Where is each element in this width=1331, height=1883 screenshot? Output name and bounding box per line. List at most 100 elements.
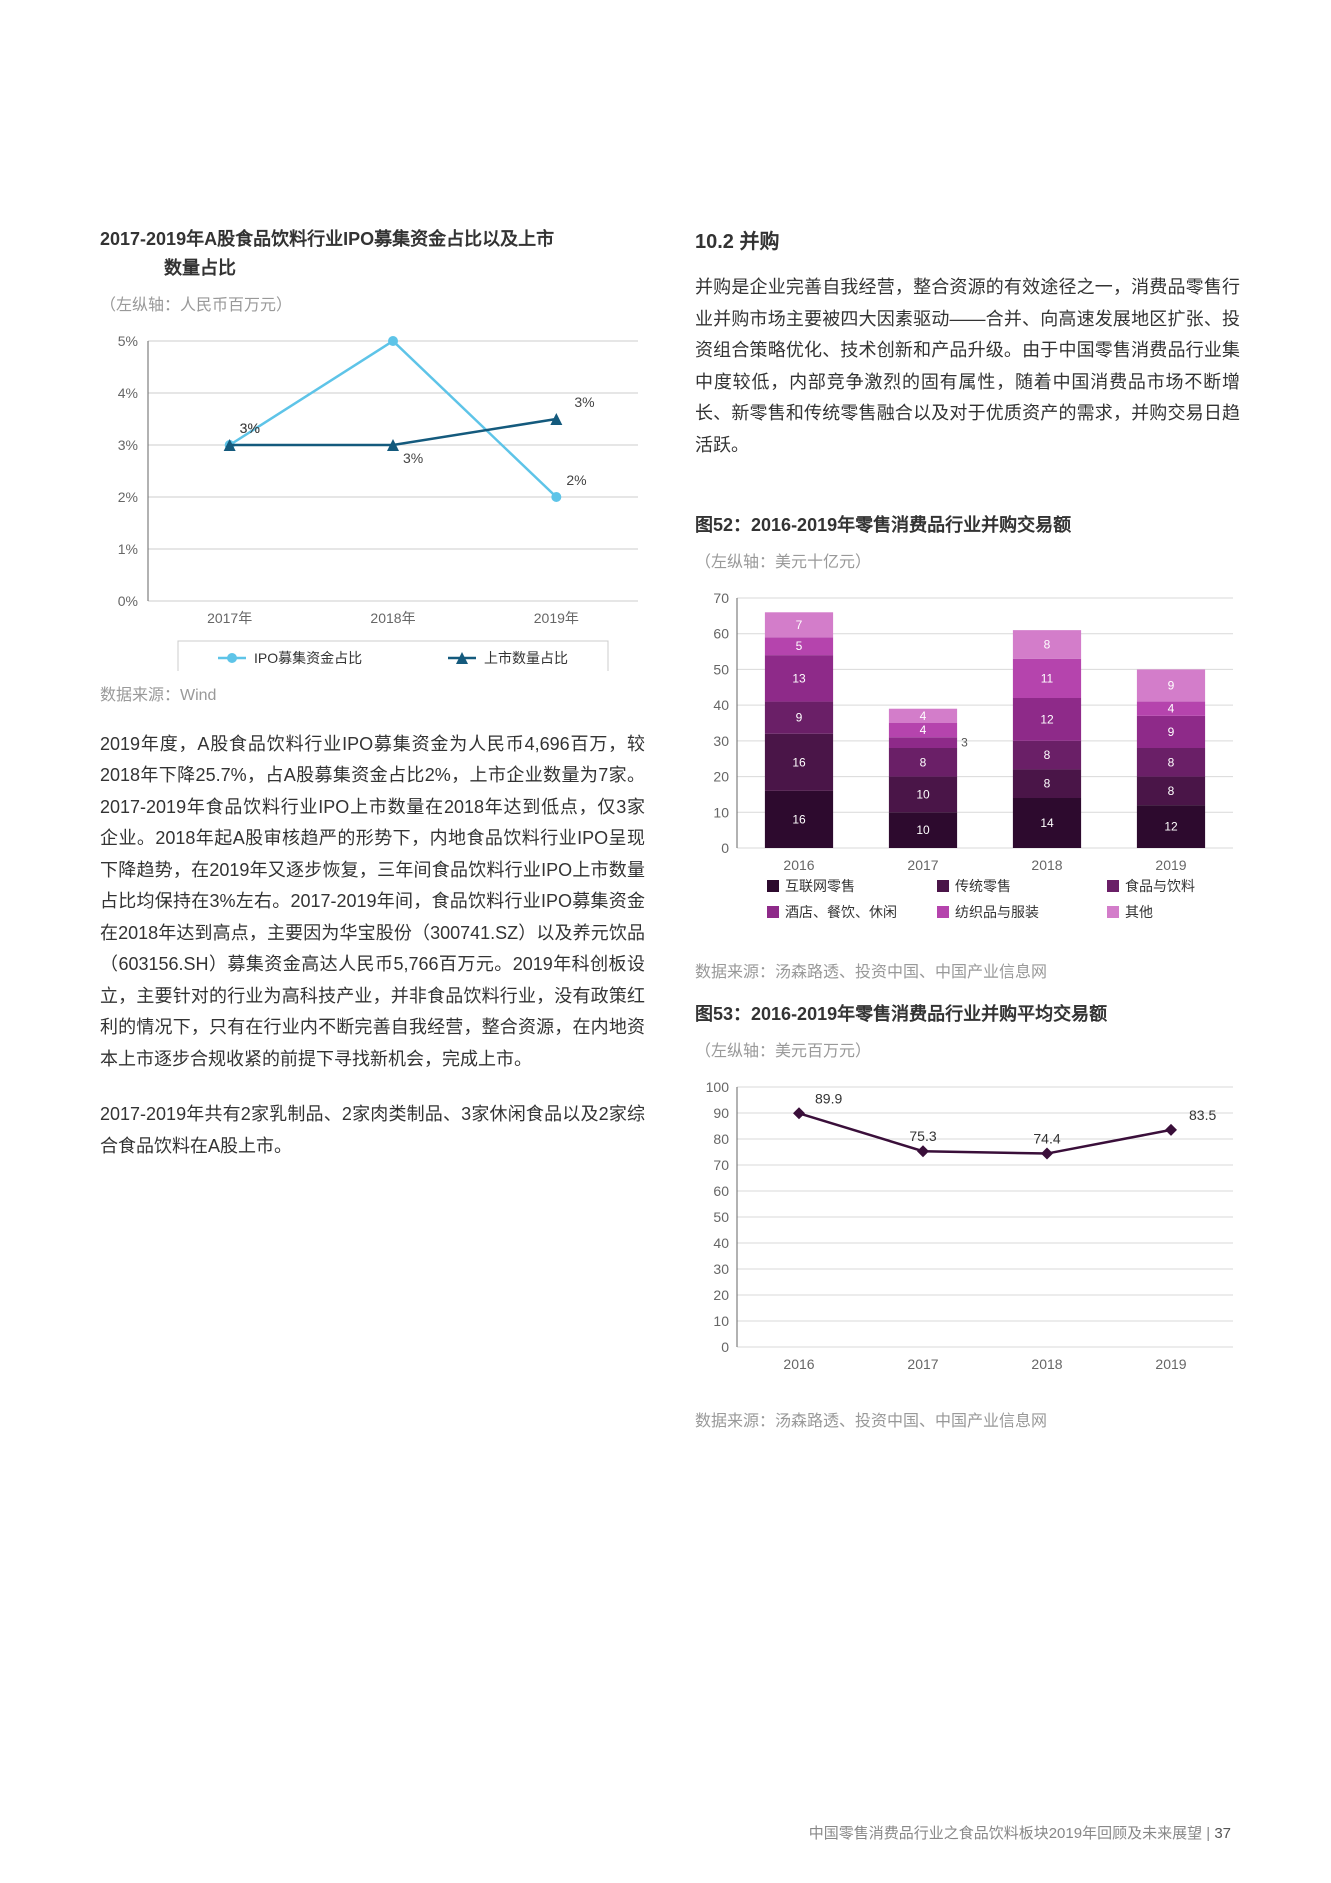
svg-text:12: 12 [1164, 819, 1178, 833]
line-chart-51: 0%1%2%3%4%5%2017年2018年2019年3%5%2%3%3%3%I… [100, 331, 645, 671]
svg-text:2%: 2% [118, 489, 138, 505]
svg-text:12: 12 [1040, 712, 1054, 726]
svg-text:80: 80 [713, 1131, 729, 1147]
figure-51-chart: 0%1%2%3%4%5%2017年2018年2019年3%5%2%3%3%3%I… [100, 331, 645, 671]
svg-text:4%: 4% [118, 385, 138, 401]
figure-51-title-line2: 数量占比 [164, 254, 236, 283]
svg-text:10: 10 [713, 1313, 729, 1329]
svg-text:4: 4 [920, 709, 927, 723]
svg-text:传统零售: 传统零售 [955, 878, 1011, 894]
svg-text:7: 7 [796, 618, 803, 632]
svg-text:10: 10 [916, 823, 930, 837]
figure-51-title-line1: 2017-2019年A股食品饮料行业IPO募集资金占比以及上市 [100, 229, 554, 249]
svg-text:2017年: 2017年 [207, 610, 252, 626]
svg-text:纺织品与服装: 纺织品与服装 [955, 904, 1039, 920]
svg-text:5: 5 [796, 639, 803, 653]
svg-text:2%: 2% [566, 472, 586, 488]
left-paragraph-2: 2017-2019年共有2家乳制品、2家肉类制品、3家休闲食品以及2家综合食品饮… [100, 1099, 645, 1162]
svg-text:74.4: 74.4 [1033, 1130, 1060, 1146]
svg-text:8: 8 [1168, 784, 1175, 798]
svg-text:8: 8 [1044, 637, 1051, 651]
figure-51-source: 数据来源：Wind [100, 681, 645, 705]
svg-text:1%: 1% [118, 541, 138, 557]
svg-text:20: 20 [713, 1287, 729, 1303]
svg-text:4: 4 [1168, 702, 1175, 716]
svg-text:14: 14 [1040, 816, 1054, 830]
svg-text:食品与饮料: 食品与饮料 [1125, 878, 1195, 894]
line-chart-53: 0 10 20 30 40 50 60 70 80 90 100 2016 2017 2018 2019 89… [695, 1077, 1240, 1397]
svg-text:0: 0 [721, 1339, 729, 1355]
svg-text:其他: 其他 [1125, 904, 1153, 920]
svg-text:89.9: 89.9 [815, 1090, 842, 1106]
svg-text:酒店、餐饮、休闲: 酒店、餐饮、休闲 [785, 904, 897, 920]
svg-text:2017: 2017 [907, 857, 938, 873]
figure-51-title: 2017-2019年A股食品饮料行业IPO募集资金占比以及上市 数量占比 [100, 225, 645, 283]
left-paragraph-1: 2019年度，A股食品饮料行业IPO募集资金为人民币4,696百万，较2018年… [100, 729, 645, 1076]
svg-text:4: 4 [920, 723, 927, 737]
svg-text:2019: 2019 [1155, 857, 1186, 873]
svg-text:3%: 3% [403, 450, 423, 466]
figure-52-chart: 0102030405060702016161691357201710108344… [695, 588, 1240, 948]
figure-51: 2017-2019年A股食品饮料行业IPO募集资金占比以及上市 数量占比 （左纵… [100, 225, 645, 705]
svg-text:13: 13 [792, 671, 806, 685]
svg-text:2018: 2018 [1031, 857, 1062, 873]
svg-text:8: 8 [920, 755, 927, 769]
page-number: 37 [1214, 1825, 1231, 1842]
left-column: 2017-2019年A股食品饮料行业IPO募集资金占比以及上市 数量占比 （左纵… [100, 225, 645, 1431]
figure-51-axis-label: （左纵轴：人民币百万元） [100, 291, 645, 315]
svg-text:8: 8 [1168, 755, 1175, 769]
svg-text:90: 90 [713, 1105, 729, 1121]
svg-text:9: 9 [1168, 678, 1175, 692]
section-heading: 10.2 并购 [695, 225, 1240, 254]
svg-text:16: 16 [792, 812, 806, 826]
svg-text:60: 60 [713, 626, 729, 642]
svg-text:30: 30 [713, 733, 729, 749]
svg-text:上市数量占比: 上市数量占比 [484, 650, 568, 666]
svg-text:互联网零售: 互联网零售 [785, 878, 855, 894]
svg-text:2019年: 2019年 [534, 610, 579, 626]
svg-text:0%: 0% [118, 593, 138, 609]
svg-text:9: 9 [796, 710, 803, 724]
footer-text: 中国零售消费品行业之食品饮料板块2019年回顾及未来展望 [809, 1825, 1202, 1842]
svg-text:10: 10 [713, 804, 729, 820]
figure-53-axis-label: （左纵轴：美元百万元） [695, 1037, 1240, 1061]
svg-text:100: 100 [706, 1079, 730, 1095]
svg-text:11: 11 [1041, 671, 1054, 685]
figure-53-source: 数据来源：汤森路透、投资中国、中国产业信息网 [695, 1407, 1240, 1431]
svg-text:30: 30 [713, 1261, 729, 1277]
svg-text:9: 9 [1168, 725, 1175, 739]
svg-text:10: 10 [916, 787, 930, 801]
footer-separator: | [1202, 1825, 1214, 1842]
svg-text:75.3: 75.3 [909, 1128, 936, 1144]
svg-text:60: 60 [713, 1183, 729, 1199]
svg-text:3%: 3% [240, 420, 260, 436]
svg-text:8: 8 [1044, 748, 1051, 762]
figure-53: 图53：2016-2019年零售消费品行业并购平均交易额 （左纵轴：美元百万元）… [695, 1000, 1240, 1431]
svg-text:5%: 5% [118, 333, 138, 349]
svg-text:40: 40 [713, 1235, 729, 1251]
svg-text:83.5: 83.5 [1189, 1106, 1216, 1122]
svg-text:2016: 2016 [783, 1356, 814, 1372]
svg-text:2018年: 2018年 [370, 610, 415, 626]
svg-text:70: 70 [713, 590, 729, 606]
svg-text:3%: 3% [118, 437, 138, 453]
svg-text:0: 0 [721, 840, 729, 856]
svg-text:3: 3 [961, 735, 968, 749]
svg-text:50: 50 [713, 1209, 729, 1225]
page-footer: 中国零售消费品行业之食品饮料板块2019年回顾及未来展望 | 37 [809, 1822, 1231, 1843]
svg-text:2019: 2019 [1155, 1356, 1186, 1372]
svg-text:2018: 2018 [1031, 1356, 1062, 1372]
svg-text:40: 40 [713, 697, 729, 713]
figure-52-axis-label: （左纵轴：美元十亿元） [695, 548, 1240, 572]
svg-text:2017: 2017 [907, 1356, 938, 1372]
svg-text:70: 70 [713, 1157, 729, 1173]
figure-53-title: 图53：2016-2019年零售消费品行业并购平均交易额 [695, 1000, 1240, 1029]
figure-52-source: 数据来源：汤森路透、投资中国、中国产业信息网 [695, 958, 1240, 982]
figure-52-title: 图52：2016-2019年零售消费品行业并购交易额 [695, 511, 1240, 540]
stacked-bar-chart-52: 0102030405060702016161691357201710108344… [695, 588, 1240, 948]
svg-text:8: 8 [1044, 777, 1051, 791]
svg-text:50: 50 [713, 661, 729, 677]
svg-text:5%: 5% [403, 331, 423, 332]
svg-text:3%: 3% [574, 394, 594, 410]
figure-52: 图52：2016-2019年零售消费品行业并购交易额 （左纵轴：美元十亿元） 0… [695, 511, 1240, 982]
